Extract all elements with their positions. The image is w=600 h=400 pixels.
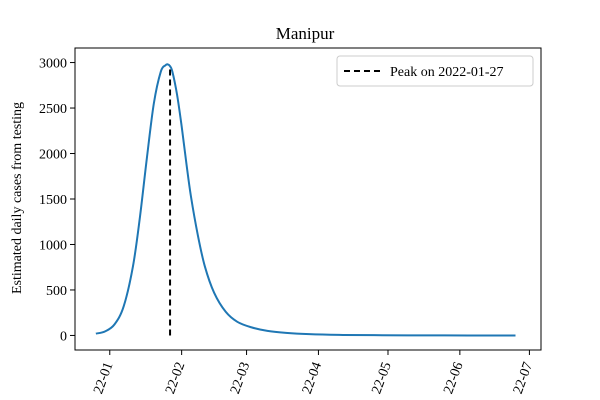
- legend-peak-label: Peak on 2022-01-27: [390, 65, 504, 80]
- legend-box: [336, 55, 534, 87]
- estimated-cases-line: [95, 63, 516, 337]
- x-tick-label: 22-03: [228, 360, 253, 396]
- chart-title: Manipur: [276, 24, 335, 43]
- y-axis-label: Estimated daily cases from testing: [10, 102, 25, 294]
- x-tick-label: 22-07: [511, 360, 536, 396]
- y-tick-label: 1000: [39, 238, 67, 253]
- y-tick-label: 0: [60, 329, 67, 344]
- y-tick-label: 500: [46, 284, 67, 299]
- x-tick-label: 22-05: [369, 360, 394, 396]
- y-tick-label: 3000: [39, 57, 67, 72]
- y-tick-label: 1500: [39, 193, 67, 208]
- x-tick-label: 22-06: [441, 360, 466, 396]
- y-tick-label: 2500: [39, 102, 67, 117]
- x-tick-label: 22-01: [91, 360, 116, 396]
- plot-frame: [74, 47, 542, 351]
- y-tick-label: 2000: [39, 148, 67, 163]
- plot-area: [95, 63, 516, 337]
- x-tick-label: 22-04: [300, 360, 325, 396]
- x-tick-label: 22-02: [163, 360, 188, 396]
- legend: Peak on 2022-01-27: [336, 55, 534, 87]
